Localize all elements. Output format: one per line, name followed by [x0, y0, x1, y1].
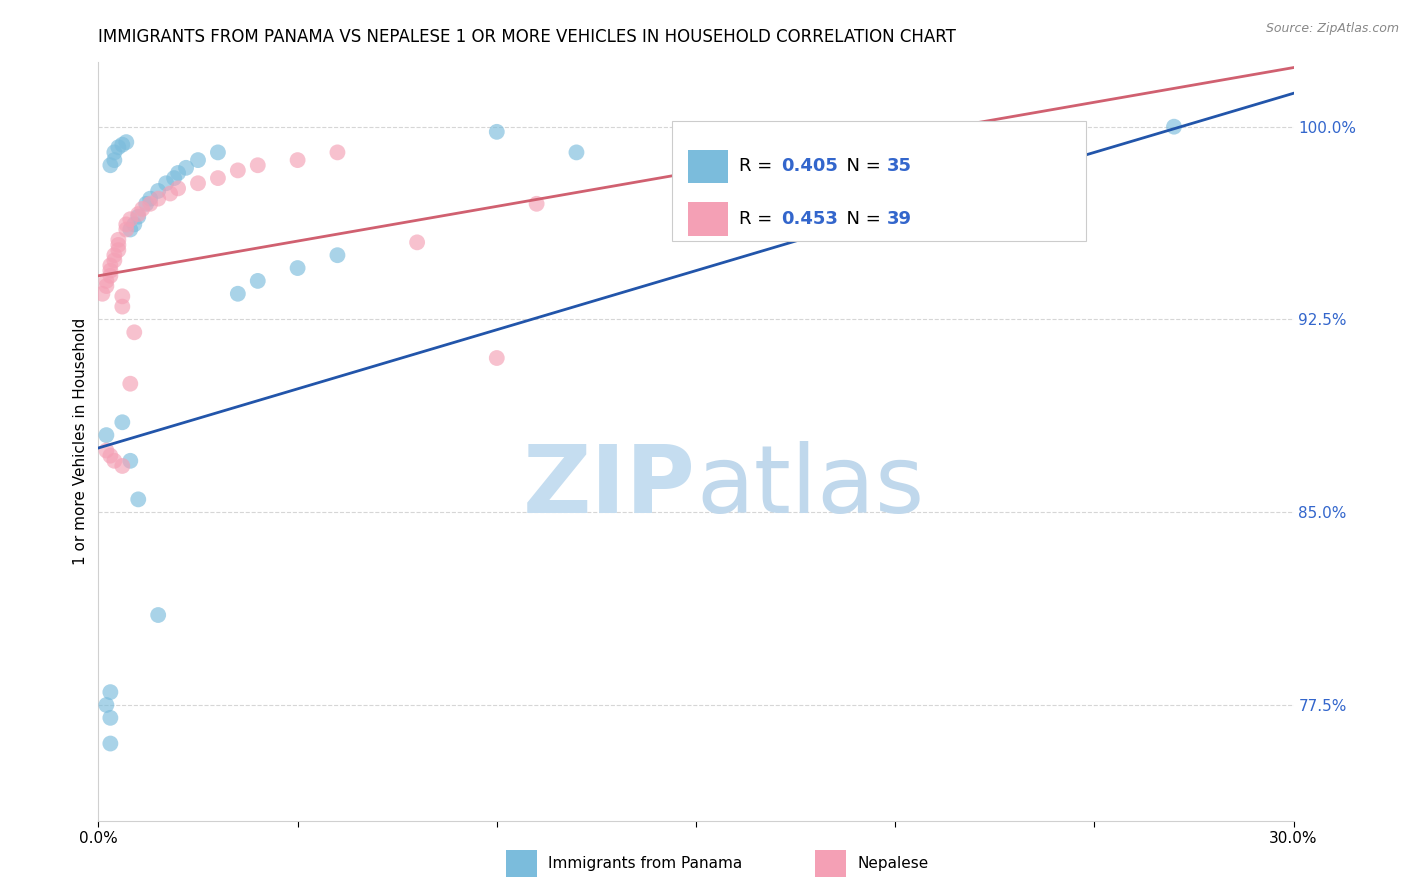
Text: Nepalese: Nepalese: [858, 856, 929, 871]
Point: [565, 145, 588, 160]
Text: 39: 39: [887, 211, 911, 228]
Point: [120, 454, 142, 468]
Text: 0.453: 0.453: [782, 211, 838, 228]
Point: [98, 685, 122, 699]
Text: Immigrants from Panama: Immigrants from Panama: [548, 856, 742, 871]
Point: [287, 153, 309, 167]
Point: [107, 233, 129, 247]
Point: [98, 737, 122, 751]
Point: [148, 192, 170, 206]
Point: [98, 259, 122, 273]
Point: [246, 274, 269, 288]
Text: atlas: atlas: [696, 441, 924, 533]
Text: ZIP: ZIP: [523, 441, 696, 533]
Point: [120, 222, 142, 236]
Point: [96, 274, 118, 288]
Point: [98, 268, 122, 283]
Point: [107, 140, 129, 154]
Point: [111, 458, 134, 473]
Point: [485, 125, 508, 139]
Point: [98, 263, 122, 277]
Point: [685, 222, 707, 236]
Point: [174, 161, 197, 175]
Point: [115, 218, 138, 232]
Point: [91, 286, 114, 301]
Point: [1163, 120, 1185, 134]
Point: [103, 248, 125, 262]
Point: [155, 176, 177, 190]
Point: [207, 145, 229, 160]
Point: [115, 222, 138, 236]
Point: [127, 210, 149, 224]
Point: [96, 428, 118, 442]
Y-axis label: 1 or more Vehicles in Household: 1 or more Vehicles in Household: [73, 318, 89, 566]
Point: [226, 286, 249, 301]
Point: [163, 171, 186, 186]
Point: [98, 158, 122, 172]
Point: [124, 326, 146, 340]
Point: [127, 492, 149, 507]
Point: [111, 289, 134, 303]
Text: Source: ZipAtlas.com: Source: ZipAtlas.com: [1265, 22, 1399, 36]
Point: [115, 135, 138, 149]
Point: [107, 243, 129, 257]
Point: [148, 607, 170, 622]
Text: IMMIGRANTS FROM PANAMA VS NEPALESE 1 OR MORE VEHICLES IN HOUSEHOLD CORRELATION C: IMMIGRANTS FROM PANAMA VS NEPALESE 1 OR …: [98, 28, 956, 45]
Point: [96, 279, 118, 293]
Point: [120, 376, 142, 391]
Point: [167, 166, 190, 180]
Point: [167, 181, 190, 195]
Point: [326, 248, 349, 262]
Point: [96, 698, 118, 712]
Point: [103, 153, 125, 167]
Point: [111, 415, 134, 429]
Point: [124, 218, 146, 232]
Text: R =: R =: [740, 158, 778, 176]
Point: [127, 207, 149, 221]
Point: [187, 153, 209, 167]
Point: [207, 171, 229, 186]
Point: [406, 235, 429, 250]
Point: [103, 145, 125, 160]
Point: [485, 351, 508, 365]
Text: N =: N =: [835, 211, 886, 228]
Point: [98, 711, 122, 725]
Point: [120, 212, 142, 227]
Point: [226, 163, 249, 178]
Point: [111, 300, 134, 314]
Text: 35: 35: [887, 158, 911, 176]
Point: [884, 184, 907, 198]
Point: [326, 145, 349, 160]
Point: [246, 158, 269, 172]
Point: [148, 184, 170, 198]
Point: [107, 238, 129, 252]
Point: [159, 186, 181, 201]
Point: [139, 196, 162, 211]
Text: 0.405: 0.405: [782, 158, 838, 176]
Point: [135, 196, 157, 211]
Point: [111, 137, 134, 152]
Point: [844, 122, 866, 136]
Point: [96, 443, 118, 458]
Point: [526, 196, 548, 211]
Point: [98, 449, 122, 463]
Point: [103, 253, 125, 268]
Text: N =: N =: [835, 158, 886, 176]
Point: [131, 202, 153, 216]
Point: [287, 261, 309, 276]
Point: [187, 176, 209, 190]
Point: [139, 192, 162, 206]
Text: R =: R =: [740, 211, 778, 228]
Point: [103, 454, 125, 468]
